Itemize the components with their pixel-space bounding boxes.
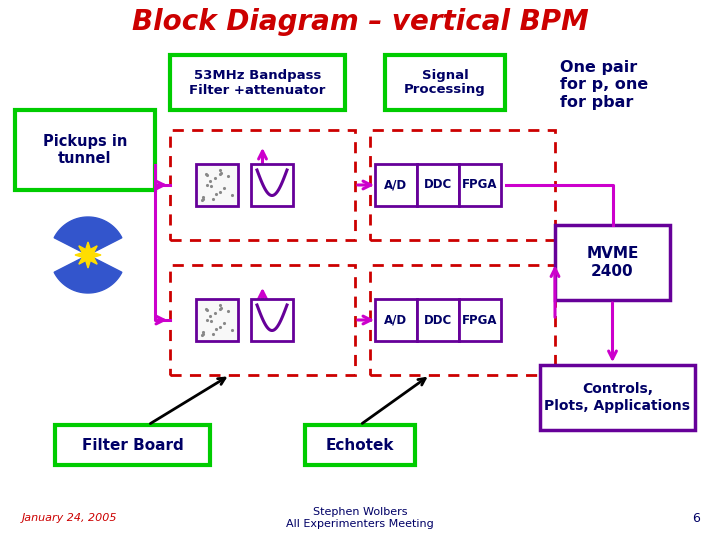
Bar — [170, 265, 355, 375]
Text: Echotek: Echotek — [325, 437, 395, 453]
Bar — [459, 164, 501, 206]
Polygon shape — [75, 242, 101, 268]
Text: FPGA: FPGA — [462, 314, 498, 327]
Bar — [370, 130, 555, 240]
Bar — [375, 164, 417, 206]
Bar — [196, 164, 238, 206]
Bar — [15, 110, 155, 190]
Text: Block Diagram – vertical BPM: Block Diagram – vertical BPM — [132, 8, 588, 36]
Text: Controls,
Plots, Applications: Controls, Plots, Applications — [544, 382, 690, 413]
Bar — [375, 299, 417, 341]
Bar — [385, 55, 505, 110]
Text: A/D: A/D — [384, 314, 408, 327]
Bar — [55, 425, 210, 465]
Text: FPGA: FPGA — [462, 179, 498, 192]
Bar — [170, 130, 355, 240]
Text: Pickups in
tunnel: Pickups in tunnel — [42, 134, 127, 166]
Bar — [251, 164, 293, 206]
Text: DDC: DDC — [424, 314, 452, 327]
Text: DDC: DDC — [424, 179, 452, 192]
Text: Stephen Wolbers
All Experimenters Meeting: Stephen Wolbers All Experimenters Meetin… — [286, 507, 434, 529]
Bar — [251, 299, 293, 341]
Bar — [459, 299, 501, 341]
Bar — [555, 225, 670, 300]
Polygon shape — [54, 255, 122, 293]
Bar — [370, 265, 555, 375]
Bar — [417, 299, 459, 341]
Text: One pair
for p, one
for pbar: One pair for p, one for pbar — [560, 60, 648, 110]
Text: 53MHz Bandpass
Filter +attenuator: 53MHz Bandpass Filter +attenuator — [189, 69, 325, 97]
Text: January 24, 2005: January 24, 2005 — [22, 513, 117, 523]
Text: 6: 6 — [692, 511, 700, 524]
Bar — [540, 365, 695, 430]
Bar — [196, 299, 238, 341]
Text: MVME
2400: MVME 2400 — [586, 246, 639, 279]
Text: A/D: A/D — [384, 179, 408, 192]
Bar — [170, 55, 345, 110]
Text: Filter Board: Filter Board — [81, 437, 184, 453]
Bar — [417, 164, 459, 206]
Polygon shape — [54, 217, 122, 255]
Text: Signal
Processing: Signal Processing — [404, 69, 486, 97]
Bar — [305, 425, 415, 465]
